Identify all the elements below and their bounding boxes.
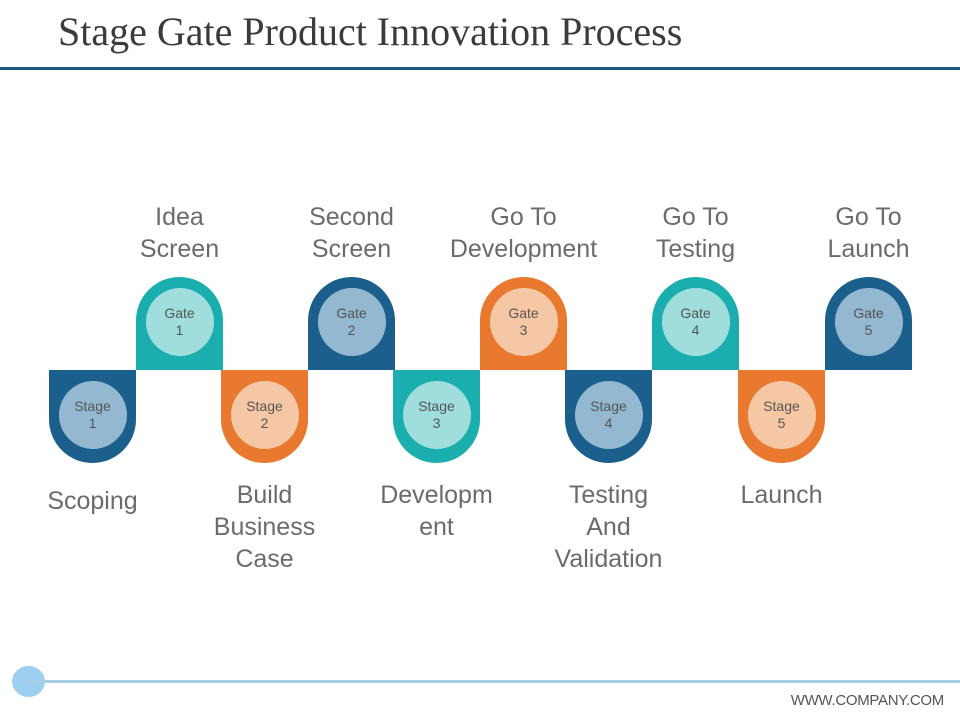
stage-4-label: Testing And Validation (534, 479, 684, 575)
label-line: ent (419, 513, 454, 541)
label-line: Business (213, 513, 316, 541)
stage-4-shape: Stage 4 (565, 370, 652, 463)
stage-word: Stage (590, 398, 627, 414)
label-line: Go To (662, 203, 729, 231)
gate-1-label: Idea Screen (105, 201, 255, 265)
gate-4-label: Go To Testing (621, 201, 771, 265)
stage-3-label: Developm ent (362, 479, 512, 543)
gate-2-label: Second Screen (277, 201, 427, 265)
label-line: Screen (311, 235, 392, 263)
stage-number: 3 (432, 415, 441, 431)
gate-1-shape: Gate 1 (136, 277, 223, 370)
gate-3-label: Go To Development (449, 201, 599, 265)
label-line: Build (236, 481, 293, 509)
footer-url: WWW.COMPANY.COM (790, 692, 945, 709)
label-line: Go To (835, 203, 902, 231)
gate-5-circle: Gate 5 (834, 288, 903, 356)
title-divider (0, 67, 960, 70)
label-line: Testing (655, 235, 736, 263)
stage-2-label: Build Business Case (190, 479, 340, 575)
stage-number: 5 (777, 415, 786, 431)
label-line: Validation (554, 545, 663, 573)
label-line: Scoping (47, 487, 138, 515)
gate-number: 2 (347, 322, 356, 338)
gate-number: 5 (864, 322, 873, 338)
stage-5-circle: Stage 5 (747, 381, 816, 449)
label-line: Idea (155, 203, 204, 231)
stage-number: 4 (604, 415, 613, 431)
label-line: Development (449, 235, 598, 263)
gate-3-shape: Gate 3 (480, 277, 567, 370)
stage-1-label: Scoping (18, 485, 168, 517)
gate-number: 4 (691, 322, 700, 338)
stage-number: 2 (260, 415, 269, 431)
gate-number: 1 (175, 322, 184, 338)
stage-2-circle: Stage 2 (230, 381, 299, 449)
gate-word: Gate (164, 305, 195, 321)
stage-word: Stage (74, 398, 111, 414)
stage-3-circle: Stage 3 (402, 381, 471, 449)
stage-5-shape: Stage 5 (738, 370, 825, 463)
stage-5-label: Launch (707, 479, 857, 511)
label-line: Go To (490, 203, 557, 231)
label-line: And (586, 513, 631, 541)
stage-word: Stage (763, 398, 800, 414)
label-line: Screen (139, 235, 220, 263)
stage-1-circle: Stage 1 (58, 381, 127, 449)
gate-4-circle: Gate 4 (661, 288, 730, 356)
stage-3-shape: Stage 3 (393, 370, 480, 463)
gate-4-shape: Gate 4 (652, 277, 739, 370)
gate-5-shape: Gate 5 (825, 277, 912, 370)
stage-2-shape: Stage 2 (221, 370, 308, 463)
gate-5-label: Go To Launch (794, 201, 944, 265)
stage-number: 1 (88, 415, 97, 431)
footer-divider (28, 680, 960, 683)
gate-1-circle: Gate 1 (145, 288, 214, 356)
stage-1-shape: Stage 1 (49, 370, 136, 463)
stage-word: Stage (418, 398, 455, 414)
gate-2-circle: Gate 2 (317, 288, 386, 356)
gate-word: Gate (508, 305, 539, 321)
gate-number: 3 (519, 322, 528, 338)
label-line: Launch (827, 235, 910, 263)
label-line: Launch (740, 481, 823, 509)
gate-3-circle: Gate 3 (489, 288, 558, 356)
label-line: Testing (568, 481, 649, 509)
gate-word: Gate (336, 305, 367, 321)
label-line: Second (309, 203, 394, 231)
gate-word: Gate (853, 305, 884, 321)
stage-word: Stage (246, 398, 283, 414)
gate-2-shape: Gate 2 (308, 277, 395, 370)
stage-4-circle: Stage 4 (574, 381, 643, 449)
label-line: Developm (380, 481, 493, 509)
label-line: Case (235, 545, 294, 573)
page-title: Stage Gate Product Innovation Process (58, 9, 683, 54)
gate-word: Gate (680, 305, 711, 321)
